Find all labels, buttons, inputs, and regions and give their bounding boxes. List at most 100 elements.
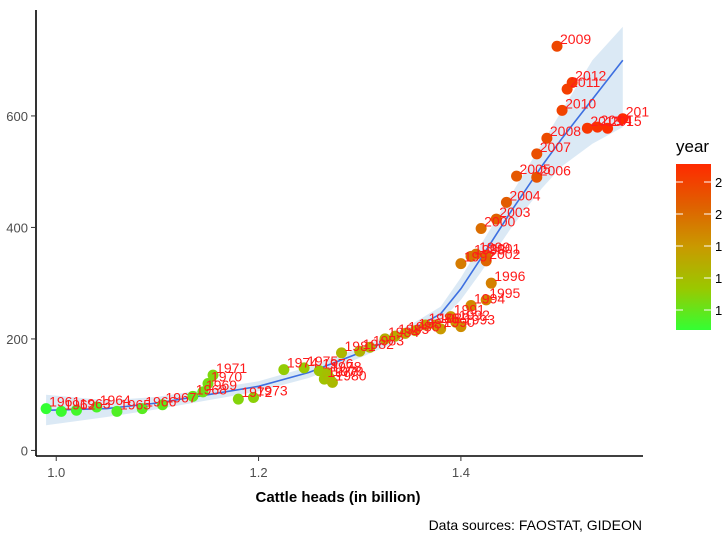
point-label-1963: 1963 [79, 395, 110, 411]
data-point-2012 [566, 76, 578, 88]
data-source-caption: Data sources: FAOSTAT, GIDEON [429, 517, 642, 533]
point-label-1975: 1975 [307, 353, 338, 369]
data-point-1999 [470, 248, 482, 260]
point-label-1980: 1980 [335, 367, 366, 383]
data-point-2010 [556, 104, 568, 116]
data-point-1973 [248, 391, 260, 403]
data-point-2009 [551, 40, 563, 52]
y-tick-label: 0 [21, 443, 28, 458]
legend-label: 2 [715, 207, 722, 222]
point-label-1972: 1972 [241, 384, 272, 400]
point-label-1984: 1984 [388, 324, 419, 340]
point-label-1999: 1999 [479, 239, 510, 255]
point-label-2000: 2000 [484, 214, 515, 230]
point-label-1989: 1989 [439, 310, 470, 326]
point-labels: 1961196219631964196519661967196819691970… [49, 31, 649, 412]
point-label-2005: 2005 [520, 161, 551, 177]
data-point-1980 [326, 376, 338, 388]
point-label-1966: 1966 [145, 394, 176, 410]
data-point-2004 [500, 196, 512, 208]
data-point-2013 [581, 122, 593, 134]
legend-label: 1 [715, 303, 722, 318]
y-tick-label: 200 [6, 332, 28, 347]
point-label-1977: 1977 [327, 364, 358, 380]
data-point-2006 [531, 171, 543, 183]
point-label-1964: 1964 [100, 392, 131, 408]
point-label-2013: 2013 [590, 113, 621, 129]
point-label-2009: 2009 [560, 31, 591, 47]
data-point-1967 [156, 399, 168, 411]
legend-label: 1 [715, 239, 722, 254]
data-point-2005 [511, 170, 523, 182]
point-label-1998: 1998 [474, 241, 505, 257]
data-point-2016 [617, 113, 629, 125]
point-label-2012: 2012 [575, 67, 606, 83]
data-point-1983 [364, 341, 376, 353]
point-label-1987: 1987 [418, 316, 449, 332]
data-point-1982 [354, 345, 366, 357]
data-point-1962 [55, 405, 67, 417]
point-label-2003: 2003 [499, 204, 530, 220]
data-point-2000 [475, 223, 487, 235]
data-point-1981 [336, 347, 348, 359]
point-label-2008: 2008 [550, 123, 581, 139]
point-label-1970: 1970 [211, 369, 242, 385]
point-label-1997: 1997 [464, 249, 495, 265]
data-point-1996 [485, 277, 497, 289]
data-point-1986 [399, 327, 411, 339]
data-point-1968 [187, 390, 199, 402]
data-point-1970 [202, 378, 214, 390]
data-point-1961 [40, 403, 52, 415]
point-label-2002: 2002 [489, 246, 520, 262]
point-label-1976: 1976 [322, 356, 353, 372]
y-tick-label: 600 [6, 109, 28, 124]
point-label-1978: 1978 [330, 358, 361, 374]
data-point-1965 [111, 405, 123, 417]
legend-title: year [676, 137, 709, 156]
legend-label: 2 [715, 175, 722, 190]
point-label-1988: 1988 [428, 310, 459, 326]
data-point-1987 [409, 325, 421, 337]
data-point-2007 [531, 148, 543, 160]
point-label-2011: 2011 [570, 74, 600, 90]
point-label-1981: 1981 [345, 338, 376, 354]
point-label-1996: 1996 [494, 268, 525, 284]
data-point-2003 [490, 213, 502, 225]
x-tick-label: 1.0 [47, 465, 65, 480]
point-label-2007: 2007 [540, 139, 571, 155]
point-label-2014: 2014 [600, 112, 631, 128]
point-label-1961: 1961 [49, 394, 80, 410]
point-label-1969: 1969 [206, 377, 237, 393]
point-label-1974: 1974 [287, 355, 318, 371]
axes: 1.0 1.2 1.4 0 200 400 600 [6, 10, 643, 480]
data-point-1963 [70, 404, 82, 416]
point-label-1967: 1967 [165, 390, 196, 406]
data-point-1971 [207, 369, 219, 381]
point-label-1982: 1982 [363, 336, 394, 352]
point-label-2010: 2010 [565, 95, 596, 111]
data-point-1997 [455, 258, 467, 270]
point-label-1990: 1990 [444, 314, 475, 330]
data-point-1969 [197, 386, 209, 398]
point-label-1986: 1986 [408, 318, 439, 334]
data-point-2002 [480, 255, 492, 267]
data-point-1974 [278, 364, 290, 376]
confidence-band [46, 26, 623, 426]
point-label-1979: 1979 [332, 363, 363, 379]
point-label-1993: 1993 [464, 312, 495, 328]
point-label-1985: 1985 [398, 321, 429, 337]
x-axis-label: Cattle heads (in billion) [255, 489, 420, 506]
confidence-band-area [46, 26, 623, 426]
legend-colorbar [676, 164, 711, 330]
point-label-2001: 2001 [489, 240, 520, 256]
point-label-1994: 1994 [474, 290, 505, 306]
data-point-2015 [602, 122, 614, 134]
point-label-1992: 1992 [459, 307, 490, 323]
data-point-1984 [379, 333, 391, 345]
y-tick-label: 400 [6, 220, 28, 235]
x-tick-label: 1.2 [250, 465, 268, 480]
point-label-2016: 201 [626, 104, 650, 120]
data-point-1985 [389, 330, 401, 342]
data-point-1990 [435, 323, 447, 335]
x-tick-label: 1.4 [452, 465, 470, 480]
